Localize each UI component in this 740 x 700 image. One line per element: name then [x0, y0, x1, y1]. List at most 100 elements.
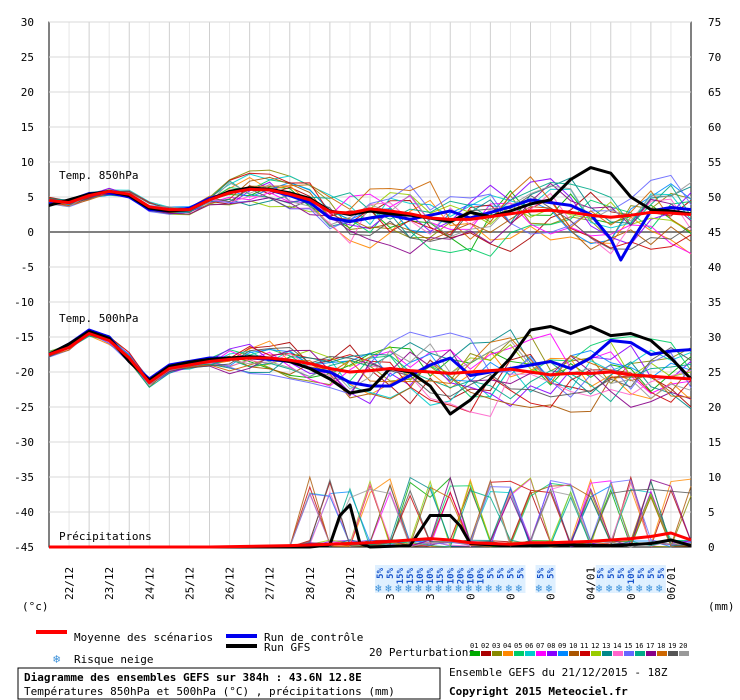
snow-risk-bg [495, 565, 506, 593]
snowflake-icon: ❄ [626, 582, 633, 595]
snow-risk-pct: 5% [597, 567, 607, 578]
right-tick-label: 5 [708, 506, 715, 519]
snow-risk-bg [515, 565, 526, 593]
snow-risk-bg [545, 565, 556, 593]
pert-swatch [558, 651, 568, 656]
snow-risk-bg [655, 565, 666, 593]
pert-swatch [657, 651, 667, 656]
title-box [17, 667, 441, 700]
series-precip-mean [49, 531, 692, 549]
snow-risk-pct: 5% [376, 567, 386, 578]
pert-number: 10 [569, 642, 577, 650]
left-axis-ticks: 30 25 20 15 10 5 0 -5 -10 -15 -20 -25 -30 -35 -40 -45 [14, 16, 34, 554]
snow-risk-bg [595, 565, 606, 593]
pert-number: 15 [624, 642, 632, 650]
pert-swatch [668, 651, 678, 656]
snow-risk-pct: 10% [476, 567, 486, 584]
left-tick-label: -30 [14, 436, 34, 449]
snow-risk-pct: 5% [537, 567, 547, 578]
snowflake-icon: ❄ [455, 582, 462, 595]
snowflake-icon: ❄ [375, 582, 382, 595]
snowflake-icon: ❄ [536, 582, 543, 595]
snow-risk-pct: 5% [516, 567, 526, 578]
grid [48, 21, 692, 548]
snow-risk-pct: 10% [446, 567, 456, 584]
pert-number: 02 [481, 642, 489, 650]
left-tick-label: 15 [21, 121, 34, 134]
right-tick-label: 75 [708, 16, 721, 29]
snow-risk-pct: 5% [607, 567, 617, 578]
right-tick-label: 70 [708, 51, 721, 64]
snowflake-icon: ❄ [606, 582, 613, 595]
right-tick-label: 0 [708, 541, 715, 554]
left-tick-label: -15 [14, 331, 34, 344]
snowflake-icon: ❄ [395, 582, 402, 595]
pert-swatch [503, 651, 513, 656]
snow-risk-pct: 10% [416, 567, 426, 584]
left-tick-label: -40 [14, 506, 34, 519]
left-tick-label: 30 [21, 16, 34, 29]
snow-risk-pct: 10% [466, 567, 476, 584]
left-tick-label: 0 [27, 226, 34, 239]
pert-swatch [591, 651, 601, 656]
date-tick-label: 06/01 [665, 567, 678, 600]
legend-gfs-label: Run GFS [264, 641, 310, 654]
snow-risk-bg [485, 565, 496, 593]
date-tick-label: 29/12 [344, 567, 357, 600]
snowflake-icon: ❄ [485, 582, 492, 595]
snow-risk-bg [645, 565, 656, 593]
snow-risk-pct: 15% [436, 567, 446, 584]
snow-risk-row: 5%❄5%❄15%❄15%❄10%❄10%❄15%❄10%❄20%❄10%❄10… [375, 565, 667, 595]
snow-risk-bg [635, 565, 646, 593]
pert-swatch [613, 651, 623, 656]
legend-control-label: Run de contrôle [264, 631, 363, 644]
snow-risk-pct: 5% [486, 567, 496, 578]
snowflake-icon: ❄ [465, 582, 472, 595]
panel-label-t850: Temp. 850hPa [59, 169, 138, 182]
pert-number: 06 [525, 642, 533, 650]
pert-swatch [525, 651, 535, 656]
perturbation-line [48, 188, 692, 250]
left-tick-label: -5 [21, 261, 34, 274]
pert-number: 05 [514, 642, 522, 650]
legend-perturbations-label: 20 Perturbations [369, 646, 475, 659]
pert-number: 13 [602, 642, 610, 650]
snow-risk-bg [625, 565, 636, 593]
snowflake-icon: ❄ [405, 582, 412, 595]
snow-risk-pct: 5% [386, 567, 396, 578]
left-tick-label: -10 [14, 296, 34, 309]
snow-risk-pct: 5% [547, 567, 557, 578]
snow-risk-bg [435, 565, 446, 593]
snow-risk-pct: 5% [647, 567, 657, 578]
snowflake-icon: ❄ [495, 582, 502, 595]
date-tick-label: 25/12 [183, 567, 196, 600]
date-tick-label: 24/12 [143, 567, 156, 600]
right-tick-label: 20 [708, 401, 721, 414]
date-tick-label: 27/12 [264, 567, 277, 600]
snow-risk-pct: 5% [506, 567, 516, 578]
snow-risk-pct: 5% [496, 567, 506, 578]
date-tick-label: 23/12 [103, 567, 116, 600]
pert-number: 07 [536, 642, 544, 650]
left-tick-label: 20 [21, 86, 34, 99]
right-tick-label: 40 [708, 261, 721, 274]
snowflake-icon: ❄ [646, 582, 653, 595]
snow-risk-pct: 5% [637, 567, 647, 578]
pert-number: 11 [580, 642, 588, 650]
snow-risk-pct: 10% [627, 567, 637, 584]
snowflake-icon: ❄ [415, 582, 422, 595]
pert-swatch [481, 651, 491, 656]
snowflake-icon: ❄ [636, 582, 643, 595]
legend-snow-label: Risque neige [74, 653, 153, 666]
snowflake-icon: ❄ [596, 582, 603, 595]
perturbation-swatches: 01 02 03 04 05 06 07 08 09 10 11 12 13 14 15 16 17 18 19 20 [470, 642, 689, 656]
snow-risk-pct: 15% [406, 567, 416, 584]
panel-label-precip: Précipitations [59, 530, 152, 543]
snowflake-icon: ❄ [515, 582, 522, 595]
date-axis-ticks: 22/12 23/12 24/12 25/12 26/12 27/12 28/12 29/12… [63, 567, 678, 600]
perturbation-line [48, 335, 692, 403]
snowflake-icon: ❄ [475, 582, 482, 595]
panel-label-t500: Temp. 500hPa [59, 312, 138, 325]
